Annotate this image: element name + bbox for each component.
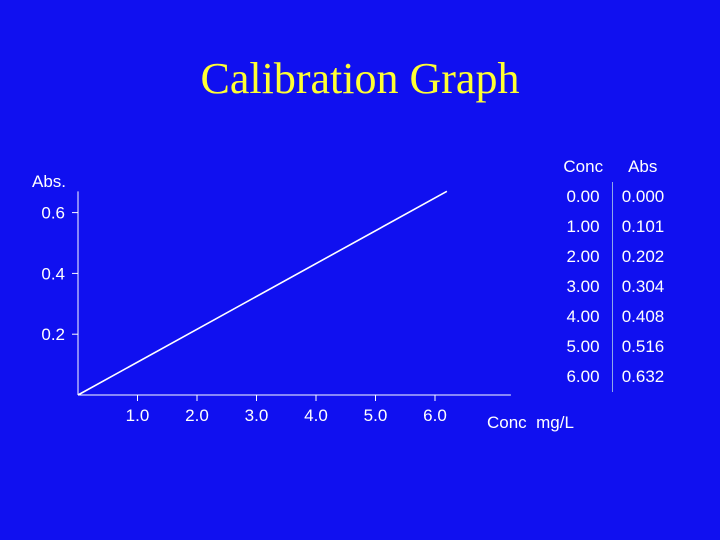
y-tick-label: 0.2 [41,325,65,344]
table-row: 3.00 0.304 [554,272,673,302]
table-row: 5.00 0.516 [554,332,673,362]
calibration-data-table: Conc Abs 0.00 0.000 1.00 0.101 2.00 0.202 3.00… [554,152,673,392]
x-tick-label: 3.0 [245,406,269,425]
chart-axes [77,191,511,396]
table-cell-abs: 0.304 [621,277,665,296]
calibration-line [77,190,448,396]
table-row: 1.00 0.101 [554,212,673,242]
table-cell-abs: 0.408 [621,307,665,326]
table-cell-abs: 0.632 [621,367,665,386]
x-tick-label: 2.0 [185,406,209,425]
table-header-conc: Conc [563,157,604,176]
table-header-abs: Abs [628,157,658,176]
x-tick-label: 4.0 [304,406,328,425]
y-tick-label: 0.6 [41,204,65,223]
table-cell-conc: 2.00 [554,242,613,272]
table-cell-conc: 3.00 [554,272,613,302]
table-cell-conc: 0.00 [554,182,613,212]
table-cell-conc: 5.00 [554,332,613,362]
table-row: 2.00 0.202 [554,242,673,272]
x-axis-label: Conc mg/L [487,413,574,432]
table-cell-abs: 0.516 [621,337,665,356]
x-tick-label: 5.0 [364,406,388,425]
chart-ticks: 1.0 2.0 3.0 4.0 5.0 6.0 0.2 0.4 0.6 [41,204,446,425]
y-tick-label: 0.4 [41,264,65,283]
table-header-row: Conc Abs [554,152,673,182]
table-cell-abs: 0.202 [621,247,665,266]
table-cell-conc: 1.00 [554,212,613,242]
table-cell-abs: 0.101 [621,217,665,236]
table-cell-conc: 4.00 [554,302,613,332]
table-cell-conc: 6.00 [554,362,613,392]
table-row: 0.00 0.000 [554,182,673,212]
table-cell-abs: 0.000 [621,187,665,206]
y-axis-label: Abs. [32,172,67,191]
x-tick-label: 6.0 [423,406,447,425]
table-row: 6.00 0.632 [554,362,673,392]
chart-series [77,190,448,396]
x-tick-label: 1.0 [126,406,150,425]
slide-title: Calibration Graph [200,54,520,103]
table-row: 4.00 0.408 [554,302,673,332]
